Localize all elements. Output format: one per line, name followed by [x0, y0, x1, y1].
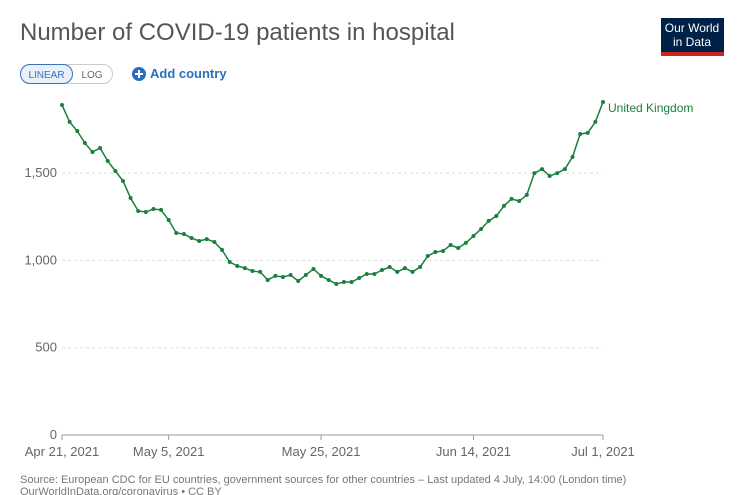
point [166, 218, 171, 223]
point [372, 272, 377, 277]
point [418, 265, 423, 270]
point [242, 266, 247, 271]
point [75, 129, 80, 134]
point [395, 269, 400, 274]
point [220, 247, 225, 252]
y-tick-label: 1,500 [24, 165, 57, 180]
point [197, 239, 202, 244]
point [570, 155, 575, 160]
point [341, 280, 346, 285]
point [82, 141, 87, 146]
point [159, 207, 164, 212]
point [494, 214, 499, 219]
plus [135, 70, 143, 78]
point [319, 273, 324, 278]
x-tick-label: Apr 21, 2021 [25, 444, 99, 459]
point [288, 273, 293, 278]
point [136, 208, 141, 213]
point [67, 119, 72, 124]
point [174, 230, 179, 235]
point [258, 269, 263, 274]
point [555, 171, 560, 176]
point [486, 218, 491, 223]
y-tick-label: 0 [50, 427, 57, 442]
point [540, 167, 545, 172]
point [425, 254, 430, 259]
point [311, 266, 316, 271]
point [601, 100, 605, 105]
x-tick-label: May 5, 2021 [133, 444, 205, 459]
point [235, 263, 240, 268]
point [212, 240, 217, 245]
point [326, 277, 331, 282]
point [524, 192, 529, 197]
linear-button[interactable] [20, 64, 73, 84]
point [98, 145, 103, 150]
point [578, 131, 583, 136]
point [90, 149, 95, 154]
point [181, 232, 186, 237]
linear-label: LINEAR [28, 70, 64, 81]
point [334, 281, 339, 286]
chart-title: Number of COVID-19 patients in hospital [20, 19, 455, 46]
series-label: United Kingdom [608, 101, 693, 115]
point [471, 233, 476, 238]
line [61, 101, 604, 285]
point [143, 210, 148, 215]
x-tick-label: Jul 1, 2021 [571, 444, 635, 459]
point [120, 178, 125, 183]
point [517, 199, 522, 204]
logo-stripe [661, 52, 724, 56]
logo-text: in Data [673, 35, 711, 49]
point [380, 267, 385, 272]
point [105, 159, 110, 164]
point [410, 269, 415, 274]
point [532, 171, 537, 176]
y-tick-label: 500 [35, 340, 57, 355]
point [509, 196, 514, 201]
point [479, 226, 484, 231]
footer: OurWorldInData.org/coronavirus • CC BY [20, 486, 222, 495]
point [562, 167, 567, 172]
point [265, 277, 270, 282]
point [593, 119, 598, 124]
point [280, 274, 285, 279]
point [433, 250, 438, 255]
point [204, 237, 209, 242]
source: Source: European CDC for EU countries, g… [20, 474, 626, 486]
point [456, 245, 461, 250]
point [250, 269, 255, 274]
point [364, 272, 369, 277]
point [189, 236, 194, 241]
point [349, 280, 354, 285]
x-tick-label: Jun 14, 2021 [436, 444, 511, 459]
point [585, 130, 590, 135]
point [128, 196, 133, 201]
add-country[interactable]: Add country [150, 66, 227, 81]
point [402, 266, 407, 271]
log-label: LOG [81, 70, 102, 81]
point [387, 265, 392, 270]
y-tick-label: 1,000 [24, 252, 57, 267]
point [547, 174, 552, 179]
point [273, 273, 278, 278]
point [463, 240, 468, 245]
point [448, 243, 453, 248]
point [501, 203, 506, 208]
point [440, 248, 445, 253]
point [227, 259, 232, 264]
logo-text: Our World [665, 21, 719, 35]
x-tick-label: May 25, 2021 [282, 444, 361, 459]
point [151, 207, 156, 212]
logo [661, 18, 724, 56]
point [60, 102, 64, 107]
point [113, 168, 118, 173]
point [303, 273, 308, 278]
point [296, 278, 301, 283]
point [357, 276, 362, 281]
